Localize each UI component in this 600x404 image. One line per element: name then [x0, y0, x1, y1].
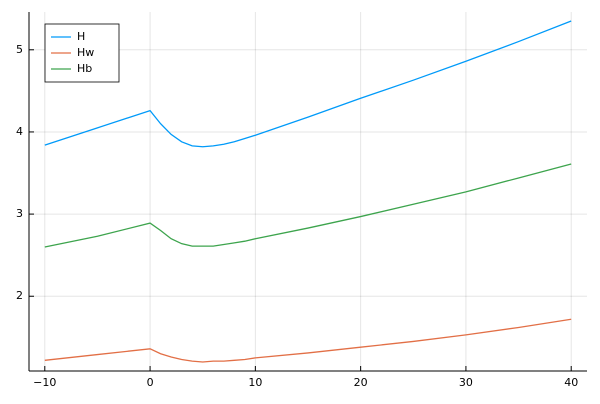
legend-label: Hw — [77, 46, 94, 59]
y-tick-label: 4 — [16, 125, 23, 138]
legend-label: Hb — [77, 62, 92, 75]
y-tick-label: 3 — [16, 207, 23, 220]
series-line — [44, 318, 572, 363]
series-line — [44, 20, 572, 148]
series-line — [44, 163, 572, 248]
x-tick-label: 20 — [354, 376, 368, 389]
x-tick-label: 10 — [248, 376, 262, 389]
y-tick-label: 2 — [16, 289, 23, 302]
x-tick-label: 40 — [564, 376, 578, 389]
x-tick-label: 0 — [147, 376, 154, 389]
y-tick-label: 5 — [16, 43, 23, 56]
legend-label: H — [77, 30, 85, 43]
x-tick-label: 30 — [459, 376, 473, 389]
x-tick-label: −10 — [33, 376, 56, 389]
